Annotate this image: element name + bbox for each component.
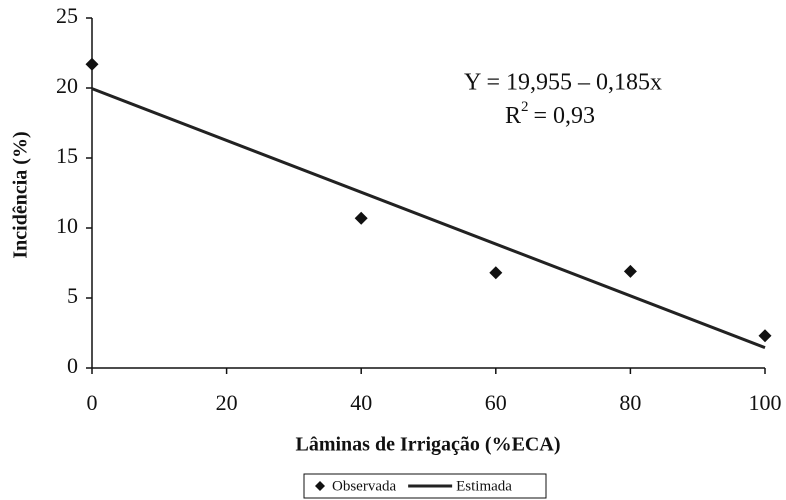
data-point — [623, 264, 637, 278]
data-point — [85, 57, 99, 71]
r2-base: R — [505, 103, 521, 129]
data-point — [489, 266, 503, 280]
data-point — [758, 329, 772, 343]
legend-swatch — [315, 481, 325, 491]
x-tick-label: 0 — [87, 390, 98, 415]
x-tick-label: 60 — [485, 390, 507, 415]
x-tick-label: 20 — [216, 390, 238, 415]
y-tick-label: 10 — [56, 213, 78, 238]
y-axis-title: Incidência (%) — [10, 131, 32, 258]
x-tick-label: 100 — [749, 390, 782, 415]
x-tick-label: 80 — [619, 390, 641, 415]
y-tick-label: 5 — [67, 283, 78, 308]
data-point — [354, 211, 368, 225]
y-tick-label: 25 — [56, 3, 78, 28]
legend-label: Observada — [332, 478, 396, 494]
y-tick-label: 15 — [56, 143, 78, 168]
r-squared: R2 = 0,93 — [505, 99, 595, 128]
y-tick-label: 20 — [56, 73, 78, 98]
x-tick-label: 40 — [350, 390, 372, 415]
x-axis-title: Lâminas de Irrigação (%ECA) — [296, 434, 561, 456]
y-tick-label: 0 — [67, 353, 78, 378]
equation: Y = 19,955 – 0,185x — [464, 70, 662, 96]
r2-sup: 2 — [521, 99, 529, 115]
legend-label: Estimada — [456, 478, 512, 494]
fit-line — [91, 87, 766, 350]
r2-rest: = 0,93 — [534, 103, 596, 129]
